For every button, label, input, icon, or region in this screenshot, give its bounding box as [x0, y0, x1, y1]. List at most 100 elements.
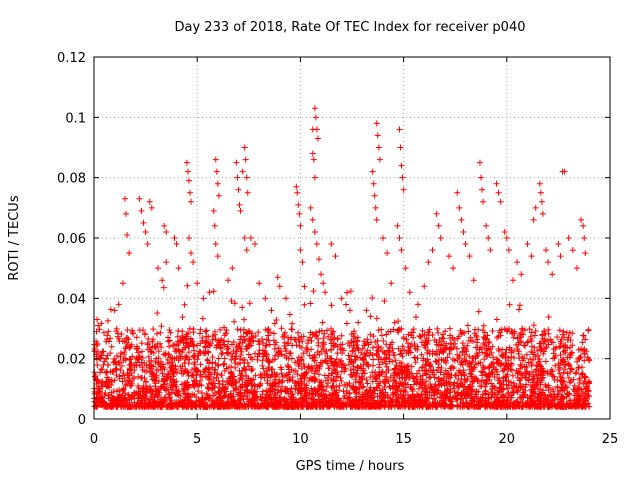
data-point [189, 372, 196, 379]
data-point [348, 371, 355, 378]
data-point [316, 403, 323, 410]
data-point [519, 357, 526, 364]
data-point [352, 372, 359, 379]
data-point [561, 168, 568, 175]
data-point [482, 335, 489, 342]
data-point [172, 362, 179, 369]
data-point [144, 341, 151, 348]
data-point [478, 383, 485, 390]
data-point [480, 198, 487, 205]
data-point [383, 363, 390, 370]
data-point [192, 365, 199, 372]
data-point [365, 399, 372, 406]
data-point [281, 398, 288, 405]
data-point [295, 354, 302, 361]
data-point [447, 332, 454, 339]
data-point [141, 375, 148, 382]
data-point [296, 343, 303, 350]
data-point [408, 332, 415, 339]
data-point [210, 392, 217, 399]
data-point [408, 363, 415, 370]
data-point [364, 339, 371, 346]
data-point [531, 332, 538, 339]
data-point [266, 359, 273, 366]
data-point [117, 353, 124, 360]
data-point [505, 382, 512, 389]
data-point [524, 368, 531, 375]
data-point [135, 395, 142, 402]
data-point [454, 403, 461, 410]
data-point [338, 378, 345, 385]
data-point [503, 235, 510, 241]
data-point [288, 398, 295, 405]
data-point [234, 361, 241, 368]
data-point [582, 390, 589, 397]
data-point [155, 359, 162, 366]
data-point [300, 350, 307, 357]
data-point [540, 350, 547, 357]
data-point [450, 336, 457, 343]
data-point [311, 174, 318, 181]
data-point [527, 336, 534, 343]
data-point [165, 351, 172, 358]
data-point [346, 390, 353, 397]
data-point [549, 386, 556, 393]
data-point [507, 399, 514, 406]
data-point [361, 342, 368, 349]
data-point [264, 353, 271, 360]
data-point [525, 359, 532, 366]
data-point [539, 369, 546, 376]
data-point [318, 390, 325, 397]
data-point [367, 391, 374, 398]
data-point [398, 382, 405, 389]
data-point [236, 395, 243, 402]
data-point [202, 328, 209, 335]
data-point [478, 174, 484, 181]
data-point [163, 373, 170, 380]
data-point [535, 359, 542, 366]
data-point [481, 341, 488, 348]
data-point [356, 354, 363, 361]
data-point [359, 375, 366, 382]
data-point [394, 222, 401, 229]
data-point [496, 397, 503, 404]
y-tick-label: 0.1 [65, 111, 86, 126]
data-point [310, 288, 317, 295]
data-point [306, 377, 313, 384]
data-point [482, 371, 489, 378]
data-point [170, 376, 177, 383]
data-point [240, 326, 247, 333]
data-point [222, 392, 229, 399]
data-point [143, 362, 150, 369]
data-point [195, 350, 202, 357]
data-point [214, 361, 221, 368]
data-point [335, 361, 342, 368]
data-point [216, 384, 223, 391]
data-point [173, 241, 180, 248]
data-point [361, 370, 368, 377]
data-point [275, 352, 282, 359]
data-point [387, 341, 394, 348]
data-point [212, 336, 219, 343]
data-point [422, 344, 429, 351]
data-point [241, 336, 248, 343]
data-point [281, 402, 288, 409]
data-point [297, 390, 304, 397]
data-point [410, 373, 417, 380]
data-point [534, 378, 541, 385]
data-point [370, 356, 377, 363]
data-point [503, 327, 510, 334]
data-point [372, 204, 379, 211]
data-point [582, 401, 589, 408]
data-point [468, 402, 475, 409]
data-point [311, 228, 318, 235]
data-point [550, 355, 557, 362]
data-point [415, 385, 422, 392]
data-point [129, 329, 136, 336]
data-point [169, 342, 176, 349]
data-point [250, 376, 257, 383]
data-point [113, 328, 120, 335]
data-point [554, 391, 561, 398]
data-point [378, 326, 385, 333]
data-point [172, 382, 179, 389]
